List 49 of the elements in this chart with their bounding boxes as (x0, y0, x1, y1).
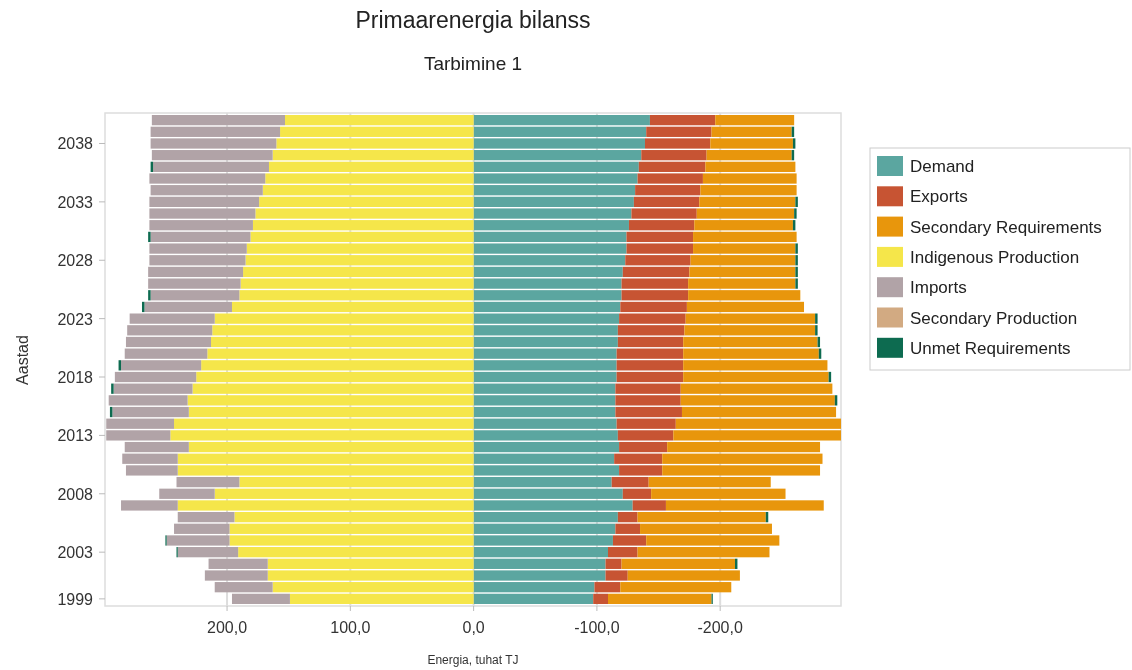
bar (683, 336, 818, 348)
bar (473, 371, 617, 383)
x-tick-label: 0,0 (462, 619, 485, 636)
x-tick-label: -200,0 (697, 619, 743, 636)
bar (616, 371, 684, 383)
y-axis-title: Aastad (14, 335, 31, 385)
bar (125, 336, 212, 348)
legend-label: Exports (910, 187, 968, 207)
chart-title: Primaarenergia bilanss (355, 7, 591, 33)
legend-label: Secondary Production (910, 308, 1078, 328)
bar (473, 593, 594, 604)
bar (177, 511, 235, 523)
y-tick-label: 1999 (57, 590, 94, 608)
y-tick-label: 2003 (57, 544, 94, 562)
bar (473, 115, 650, 126)
y-tick-label: 2033 (57, 193, 94, 211)
bar (231, 593, 290, 604)
x-tick-label: 100,0 (330, 619, 371, 636)
legend-label: Indigenous Production (910, 247, 1080, 267)
bar (683, 371, 829, 383)
bar (649, 115, 716, 126)
bar (114, 371, 197, 383)
y-tick-label: 2028 (57, 252, 94, 270)
chart-subtitle: Tarbimine 1 (423, 53, 523, 74)
legend-label: Imports (910, 278, 967, 298)
y-tick-label: 2038 (57, 135, 94, 153)
bar (148, 290, 151, 301)
y-tick-label: 2008 (57, 485, 94, 503)
legend-label: Demand (910, 157, 975, 176)
x-axis-title: Energia, tuhat TJ (427, 653, 519, 667)
bar (196, 371, 474, 383)
bar (211, 336, 474, 348)
bar (289, 593, 474, 604)
legend-label: Unmet Requirements (910, 338, 1071, 358)
bar (111, 383, 114, 394)
bar (473, 336, 618, 348)
bar (593, 593, 608, 604)
y-tick-label: 2018 (57, 369, 94, 387)
x-tick-label: -100,0 (574, 619, 620, 636)
bar (284, 115, 474, 126)
x-tick-label: 200,0 (207, 619, 248, 636)
bar (151, 115, 285, 126)
bar (148, 231, 151, 243)
y-tick-label: 2023 (57, 310, 94, 328)
bar (608, 593, 712, 604)
y-tick-label: 2013 (57, 427, 94, 445)
legend-label: Secondary Requirements (910, 217, 1102, 237)
bar (715, 115, 795, 126)
bar (617, 336, 684, 348)
